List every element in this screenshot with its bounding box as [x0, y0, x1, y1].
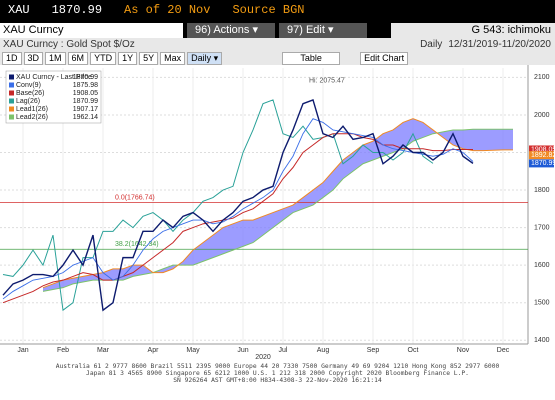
- legend-value: 1870.99: [73, 74, 98, 81]
- footer-line: Japan 81 3 4565 8900 Singapore 65 6212 1…: [86, 370, 469, 377]
- as-of: As of 20 Nov: [124, 3, 211, 17]
- series-line: [2, 98, 474, 312]
- price-tag: [529, 151, 554, 160]
- range-bar: 1D 3D 1M 6M YTD 1Y 5Y Max Daily ▾ Table Edit Ch…: [0, 51, 555, 65]
- range-buttons: 1D 3D 1M 6M YTD 1Y 5Y Max: [0, 51, 186, 65]
- y-tick-label: 1700: [534, 224, 550, 231]
- legend-value: 1870.99: [73, 98, 98, 105]
- description: XAU Curncy : Gold Spot $/Oz: [3, 39, 135, 50]
- legend-label: Conv(9): [16, 82, 41, 89]
- x-tick-label: Oct: [408, 347, 419, 354]
- header-bar: XAU 1870.99 As of 20 Nov Source BGN: [0, 0, 555, 20]
- annotation: Hi: 2075.47: [309, 77, 345, 84]
- x-tick-label: Jul: [279, 347, 288, 354]
- y-tick-label: 1400: [534, 337, 550, 344]
- x-tick-label: Dec: [497, 347, 510, 354]
- chart: 14001500160017001800190020002100JanFebMa…: [0, 65, 555, 360]
- actions-button[interactable]: 96) Actions ▾: [187, 22, 275, 38]
- range-button[interactable]: YTD: [90, 51, 117, 65]
- level-label: 0.0(1766.74): [115, 194, 155, 201]
- footer-line: Australia 61 2 9777 8600 Brazil 5511 239…: [55, 363, 500, 370]
- period: Daily: [420, 39, 443, 50]
- series-line: [2, 99, 434, 312]
- price: 1870.99: [51, 3, 103, 17]
- security-input[interactable]: XAU Curncy: [0, 22, 183, 38]
- x-tick-label: Apr: [148, 347, 160, 354]
- x-tick-label: Mar: [97, 347, 110, 354]
- price-tag: [529, 159, 554, 168]
- legend-swatch: [9, 74, 14, 80]
- range-button[interactable]: 1Y: [118, 51, 138, 65]
- legend-box: [5, 70, 102, 124]
- cloud: [43, 118, 513, 292]
- legend-label: XAU Curncy - Last Price: [16, 74, 92, 81]
- legend-swatch: [9, 106, 14, 112]
- legend-swatch: [9, 98, 14, 104]
- series-line: [2, 133, 473, 304]
- range-button[interactable]: 6M: [67, 51, 89, 65]
- price-tag-label: 1908.05: [531, 146, 555, 153]
- command-bar: XAU Curncy 96) Actions ▾ 97) Edit ▾ G 54…: [0, 22, 555, 38]
- chart-id: G 543: ichimoku: [391, 22, 555, 38]
- x-tick-label: Jun: [237, 347, 248, 354]
- price-tag: [529, 145, 554, 154]
- range-button[interactable]: 1M: [45, 51, 66, 65]
- year-label: 2020: [255, 354, 271, 360]
- level-label: 38.2(1642.34): [115, 241, 159, 248]
- edit-button[interactable]: 97) Edit ▾: [279, 22, 367, 38]
- y-tick-label: 1600: [534, 262, 550, 269]
- x-tick-label: Jan: [17, 347, 28, 354]
- price-tag-label: 1870.99: [531, 160, 555, 167]
- y-tick-label: 1500: [534, 300, 550, 307]
- x-tick-label: Nov: [457, 347, 470, 354]
- legend-swatch: [9, 82, 14, 88]
- frequency[interactable]: Daily ▾: [187, 51, 223, 65]
- series-line: [42, 118, 513, 289]
- x-tick-label: Sep: [367, 347, 380, 354]
- range-button[interactable]: 3D: [23, 51, 44, 65]
- legend-label: Lead2(26): [16, 114, 48, 121]
- edit-chart-button[interactable]: Edit Chart: [360, 51, 409, 65]
- legend-label: Lead1(26): [16, 106, 48, 113]
- series-line: [42, 128, 513, 292]
- legend-value: 1962.14: [73, 114, 98, 121]
- legend-swatch: [9, 114, 14, 120]
- legend-label: Lag(26): [16, 98, 40, 105]
- range: 12/31/2019-11/20/2020: [448, 39, 551, 50]
- legend-swatch: [9, 90, 14, 96]
- range-button[interactable]: 5Y: [139, 51, 159, 65]
- legend-value: 1907.17: [73, 106, 98, 113]
- footer-line: SN 926264 AST GMT+8:00 H834-4308-3 22-No…: [173, 377, 382, 384]
- source: Source BGN: [232, 3, 305, 17]
- x-tick-label: Aug: [317, 347, 330, 354]
- y-tick-label: 2000: [534, 112, 550, 119]
- range-button[interactable]: Max: [160, 51, 186, 65]
- description-bar: XAU Curncy : Gold Spot $/Oz Daily 12/31/…: [0, 38, 555, 51]
- footer: Australia 61 2 9777 8600 Brazil 5511 239…: [0, 360, 555, 400]
- y-tick-label: 2100: [534, 74, 550, 81]
- x-tick-label: May: [186, 347, 200, 354]
- range-button[interactable]: 1D: [2, 51, 22, 65]
- y-tick-label: 1800: [534, 187, 550, 194]
- table-button[interactable]: Table: [282, 51, 341, 65]
- legend-label: Base(26): [16, 90, 44, 97]
- legend-value: 1875.98: [73, 82, 98, 89]
- ticker: XAU: [8, 3, 30, 17]
- price-tag-label: 1892.82: [531, 152, 555, 159]
- legend-value: 1908.05: [73, 90, 98, 97]
- x-tick-label: Feb: [57, 347, 69, 354]
